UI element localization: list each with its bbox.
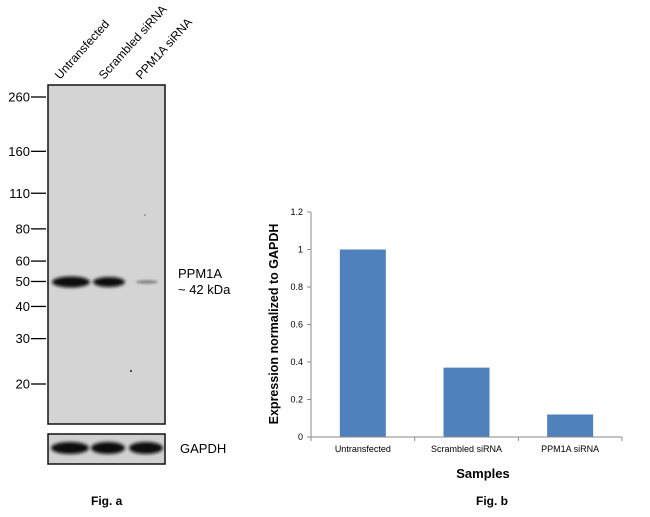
x-tick-label: Untransfected (335, 444, 391, 454)
y-tick-label: 0 (298, 432, 303, 442)
figure-b-caption: Fig. b (476, 494, 508, 508)
marker-label: 260 (8, 90, 30, 105)
blot-speck (129, 369, 133, 373)
blot-speck (144, 214, 146, 216)
marker-label: 50 (16, 274, 30, 289)
bar-scrambled-sirna (443, 367, 490, 437)
marker-label: 80 (16, 221, 30, 236)
marker-ladder: 260 160 110 80 60 50 40 30 20 (8, 90, 46, 392)
marker-label: 40 (16, 299, 30, 314)
marker-label: 60 (16, 254, 30, 269)
band-untransfected (52, 276, 90, 288)
y-axis-label: Expression normalized to GAPDH (267, 224, 281, 425)
y-axis-ticks: 0 0.2 0.4 0.6 0.8 1 1.2 (290, 207, 311, 442)
target-size-label: ~ 42 kDa (178, 282, 231, 297)
marker-label: 20 (16, 377, 30, 392)
marker-label: 160 (8, 144, 30, 159)
x-axis-label: Samples (456, 466, 509, 481)
bar-untransfected (339, 249, 386, 437)
y-tick-label: 0.4 (290, 357, 303, 367)
gapdh-label: GAPDH (180, 441, 226, 456)
marker-label: 110 (9, 186, 30, 201)
gapdh-band-scrambled (91, 442, 125, 454)
bar-chart: 0 0.2 0.4 0.6 0.8 1 1.2 Untransfected Scrambled… (267, 207, 623, 508)
band-scrambled (93, 277, 125, 287)
western-blot-panel: Untransfected Scrambled siRNA PPM1A siRN… (8, 2, 231, 508)
bar-ppm1a-sirna (547, 414, 594, 437)
y-tick-label: 0.6 (290, 320, 303, 330)
band-ppm1a-sirna (136, 280, 158, 284)
y-tick-label: 0.8 (290, 282, 303, 292)
gapdh-band-ppm1a-sirna (129, 442, 163, 454)
bar-series (339, 249, 594, 437)
target-protein-label: PPM1A (178, 266, 222, 281)
y-tick-label: 0.2 (290, 395, 303, 405)
x-tick-label: Scrambled siRNA (431, 444, 502, 454)
x-tick-label: PPM1A siRNA (541, 444, 599, 454)
gapdh-band-untransfected (51, 442, 89, 454)
ppm1a-bands (52, 276, 158, 288)
blot-membrane (47, 84, 166, 425)
lane-label-scrambled: Scrambled siRNA (96, 2, 170, 82)
marker-label: 30 (16, 331, 30, 346)
y-tick-label: 1 (298, 245, 303, 255)
y-tick-label: 1.2 (290, 207, 303, 217)
x-axis-ticks: Untransfected Scrambled siRNA PPM1A siRNA (310, 437, 623, 454)
figure-a-caption: Fig. a (91, 494, 123, 508)
gapdh-bands (51, 442, 163, 454)
